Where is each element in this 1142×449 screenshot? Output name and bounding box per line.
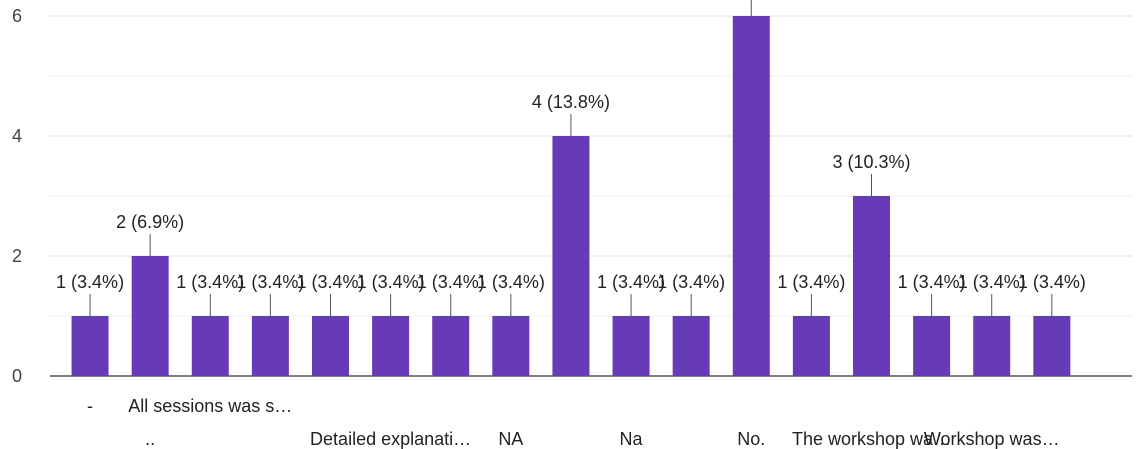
x-category-label: Detailed explanati… — [310, 429, 471, 449]
y-tick-label: 4 — [12, 126, 22, 146]
x-category-label: Na — [620, 429, 644, 449]
data-label: 3 (10.3%) — [832, 152, 910, 172]
x-axis-category-labels: -.. All sessions was s… Detailed explanati… — [87, 396, 1060, 449]
bar[interactable] — [612, 316, 650, 376]
bar[interactable] — [372, 316, 410, 376]
bar[interactable] — [312, 316, 349, 376]
bar[interactable] — [191, 316, 229, 376]
data-label: 1 (3.4%) — [597, 272, 665, 292]
x-category-label: All sessions was s… — [128, 396, 292, 416]
bar[interactable] — [251, 316, 289, 376]
bar[interactable] — [672, 316, 710, 376]
data-label: 1 (3.4%) — [236, 272, 304, 292]
y-axis-ticks: 0 2 4 6 — [12, 6, 22, 386]
bar[interactable] — [853, 196, 890, 376]
data-label: 1 (3.4%) — [357, 272, 425, 292]
data-label: 4 (13.8%) — [532, 92, 610, 112]
data-label: 1 (3.4%) — [477, 272, 545, 292]
bar[interactable] — [71, 316, 109, 376]
bar[interactable] — [732, 16, 770, 376]
bar[interactable] — [492, 316, 530, 376]
bar[interactable] — [432, 316, 470, 376]
bar[interactable] — [973, 316, 1011, 376]
bar[interactable] — [913, 316, 951, 376]
bar[interactable] — [131, 256, 169, 376]
data-label: 1 (3.4%) — [1018, 272, 1086, 292]
y-tick-label: 2 — [12, 246, 22, 266]
y-tick-label: 0 — [12, 366, 22, 386]
data-label: 1 (3.4%) — [56, 272, 124, 292]
bar[interactable] — [552, 136, 590, 376]
data-label: 1 (3.4%) — [777, 272, 845, 292]
bar[interactable] — [792, 316, 830, 376]
data-label: 2 (6.9%) — [116, 212, 184, 232]
x-category-label: NA — [498, 429, 523, 449]
x-category-label: The workshop wa… — [792, 429, 951, 449]
data-label-leaders — [89, 0, 1053, 316]
y-tick-label: 6 — [12, 6, 22, 26]
bar[interactable] — [1033, 316, 1071, 376]
data-label: 1 (3.4%) — [898, 272, 966, 292]
grid-lines — [50, 15, 1132, 377]
bars — [71, 16, 1071, 376]
data-labels: 1 (3.4%)2 (6.9%)1 (3.4%)1 (3.4%)1 (3.4%)… — [56, 92, 1086, 292]
x-category-label: .. — [145, 429, 155, 449]
x-category-label: No. — [737, 429, 765, 449]
data-label: 1 (3.4%) — [657, 272, 725, 292]
data-label: 1 (3.4%) — [417, 272, 485, 292]
x-category-label: - — [87, 396, 93, 416]
data-label: 1 (3.4%) — [176, 272, 244, 292]
data-label: 1 (3.4%) — [958, 272, 1026, 292]
data-label: 1 (3.4%) — [296, 272, 364, 292]
x-category-label: Workshop was… — [924, 429, 1060, 449]
